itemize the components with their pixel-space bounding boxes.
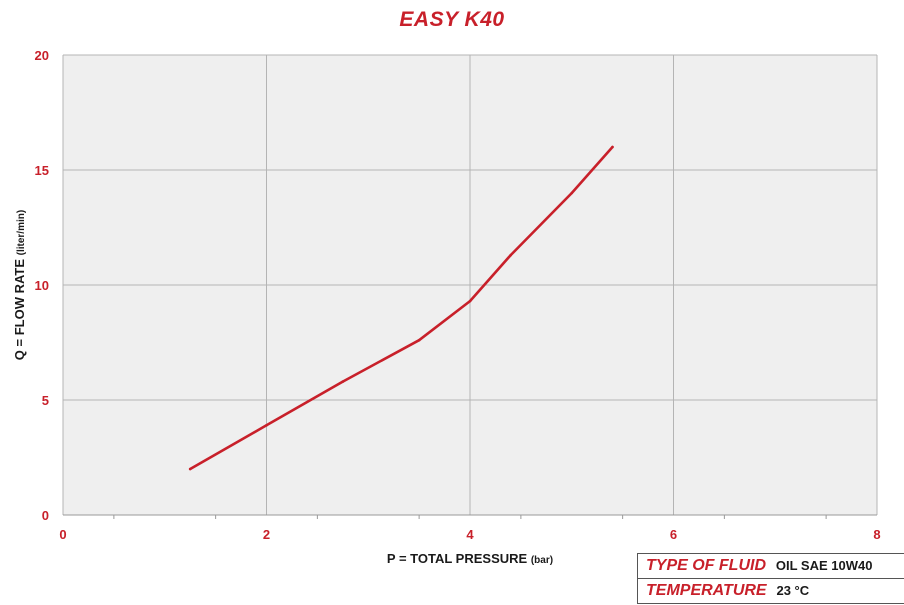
info-cell-temperature: TEMPERATURE 23 °C bbox=[637, 578, 904, 604]
info-row-fluid: TYPE OF FLUID OIL SAE 10W40 bbox=[637, 553, 904, 579]
y-axis-label-unit: (liter/min) bbox=[16, 210, 27, 256]
data-point bbox=[509, 253, 512, 257]
info-row-temperature: TEMPERATURE 23 °C bbox=[637, 578, 904, 604]
gridlines bbox=[62, 54, 878, 519]
y-tick-label: 20 bbox=[35, 48, 49, 63]
x-tick-label: 6 bbox=[670, 527, 677, 542]
x-tick-label: 2 bbox=[263, 527, 270, 542]
y-tick-label: 15 bbox=[35, 163, 49, 178]
series-line bbox=[188, 145, 614, 471]
y-tick-label: 10 bbox=[35, 278, 49, 293]
x-axis-label-unit: (bar) bbox=[531, 555, 553, 566]
data-point bbox=[265, 424, 268, 427]
data-point bbox=[417, 338, 421, 342]
data-point bbox=[188, 467, 192, 471]
x-axis-label-text: P = TOTAL PRESSURE bbox=[387, 551, 528, 566]
data-point bbox=[468, 299, 472, 303]
y-tick-label: 0 bbox=[42, 508, 49, 523]
fluid-type-label: TYPE OF FLUID bbox=[646, 557, 766, 574]
chart-title: EASY K40 bbox=[399, 8, 505, 31]
info-cell-fluid: TYPE OF FLUID OIL SAE 10W40 bbox=[637, 553, 904, 579]
x-tick-label: 4 bbox=[466, 527, 474, 542]
x-tick-label: 8 bbox=[873, 527, 880, 542]
fluid-info-table: TYPE OF FLUID OIL SAE 10W40 TEMPERATURE … bbox=[637, 553, 904, 604]
temperature-label: TEMPERATURE bbox=[646, 582, 767, 599]
series-group bbox=[188, 145, 614, 471]
temperature-value: 23 °C bbox=[776, 583, 810, 598]
y-axis-label-text: Q = FLOW RATE bbox=[12, 259, 27, 361]
y-tick-label: 5 bbox=[42, 393, 49, 408]
tick-labels: 0 5 10 15 20 0 2 4 6 8 bbox=[35, 48, 881, 542]
x-axis-label: P = TOTAL PRESSURE (bar) bbox=[387, 551, 553, 566]
fluid-type-value: OIL SAE 10W40 bbox=[775, 558, 873, 573]
data-point bbox=[570, 191, 574, 195]
x-tick-label: 0 bbox=[59, 527, 66, 542]
y-axis-label: Q = FLOW RATE (liter/min) bbox=[12, 210, 27, 360]
data-point bbox=[611, 145, 614, 149]
data-point bbox=[341, 380, 345, 383]
